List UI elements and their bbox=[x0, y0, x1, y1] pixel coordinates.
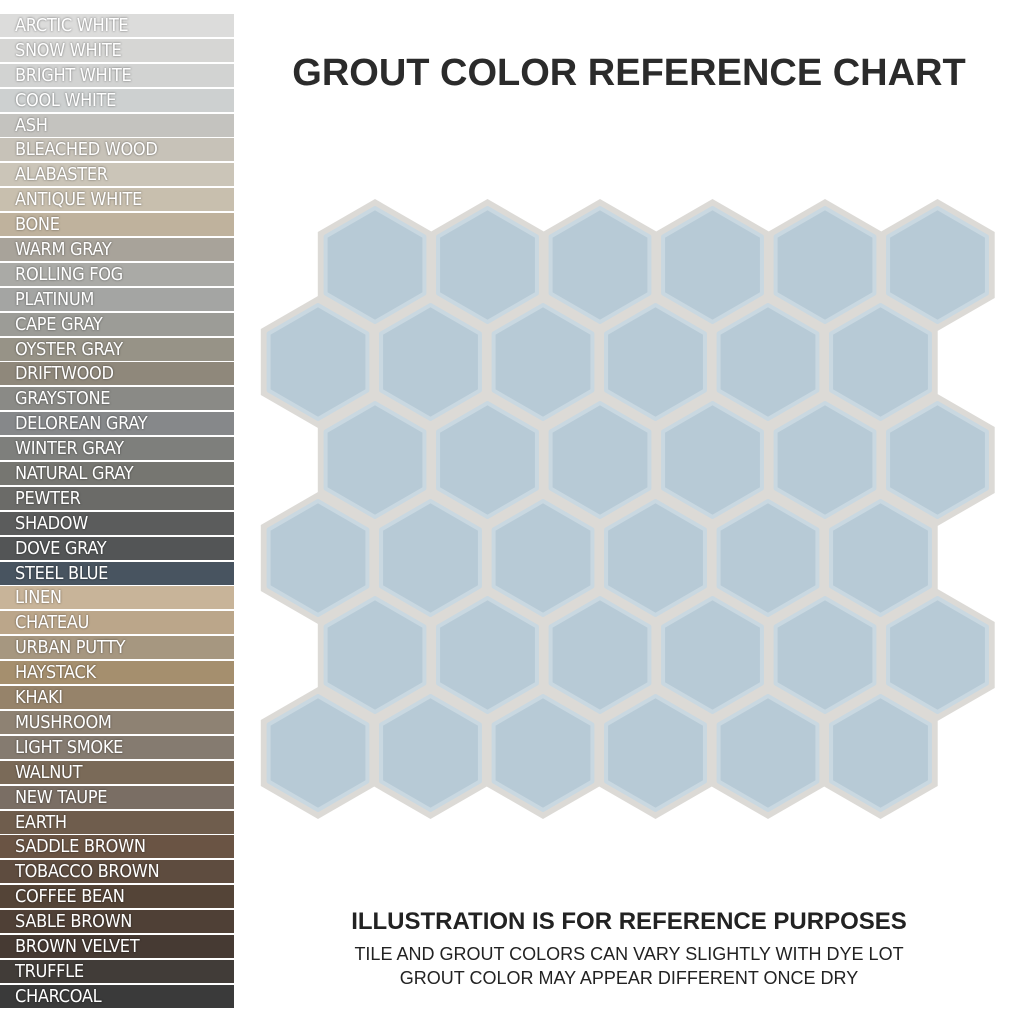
tile bbox=[661, 401, 764, 519]
tile bbox=[379, 499, 482, 617]
grout-swatch: SABLE BROWN bbox=[0, 910, 234, 934]
tile bbox=[661, 206, 764, 324]
grout-swatch: OYSTER GRAY bbox=[0, 337, 234, 361]
tile bbox=[773, 596, 877, 714]
grout-swatch: CAPE GRAY bbox=[0, 312, 234, 336]
grout-swatch: ROLLING FOG bbox=[0, 262, 234, 286]
grout-swatch: ANTIQUE WHITE bbox=[0, 188, 234, 212]
tile bbox=[604, 303, 707, 421]
grout-swatch: NEW TAUPE bbox=[0, 785, 234, 809]
footer-line: GROUT COLOR MAY APPEAR DIFFERENT ONCE DR… bbox=[399, 968, 859, 988]
tile bbox=[379, 303, 482, 421]
grout-swatch: LIGHT SMOKE bbox=[0, 735, 234, 759]
grout-swatch: CHARCOAL bbox=[0, 984, 234, 1008]
grout-swatch: GRAYSTONE bbox=[0, 387, 234, 411]
tile bbox=[491, 499, 595, 617]
grout-swatch: ASH bbox=[0, 113, 234, 137]
tile bbox=[716, 694, 820, 812]
grout-swatch: CHATEAU bbox=[0, 611, 234, 635]
tile bbox=[716, 303, 820, 421]
grout-swatch: COOL WHITE bbox=[0, 88, 234, 112]
grout-swatch: SHADOW bbox=[0, 511, 234, 535]
tile bbox=[323, 596, 427, 714]
tile bbox=[323, 206, 427, 324]
tile bbox=[379, 694, 482, 812]
grout-swatch: NATURAL GRAY bbox=[0, 462, 234, 486]
grout-swatch: KHAKI bbox=[0, 686, 234, 710]
tile bbox=[829, 499, 932, 617]
grout-swatch: WARM GRAY bbox=[0, 238, 234, 262]
grout-swatch: BRIGHT WHITE bbox=[0, 63, 234, 87]
grout-swatch: WALNUT bbox=[0, 760, 234, 784]
tile bbox=[266, 499, 370, 617]
tile bbox=[548, 206, 652, 324]
tile bbox=[323, 401, 427, 519]
grout-swatch: PEWTER bbox=[0, 486, 234, 510]
tile bbox=[548, 401, 652, 519]
tile bbox=[886, 596, 989, 714]
tile bbox=[491, 694, 595, 812]
grout-swatch: BONE bbox=[0, 213, 234, 237]
tile bbox=[266, 694, 370, 812]
grout-swatch: PLATINUM bbox=[0, 287, 234, 311]
grout-swatch: STEEL BLUE bbox=[0, 561, 234, 585]
grout-swatch: ARCTIC WHITE bbox=[0, 14, 234, 37]
grout-swatch: LINEN bbox=[0, 586, 234, 610]
tile bbox=[548, 596, 652, 714]
grout-swatch: BROWN VELVET bbox=[0, 934, 234, 958]
grout-swatch: WINTER GRAY bbox=[0, 437, 234, 461]
tile bbox=[886, 401, 989, 519]
grout-swatch: DELOREAN GRAY bbox=[0, 412, 234, 436]
footer: ILLUSTRATION IS FOR REFERENCE PURPOSES T… bbox=[234, 908, 1024, 990]
footer-heading: ILLUSTRATION IS FOR REFERENCE PURPOSES bbox=[351, 908, 907, 935]
grout-swatch: COFFEE BEAN bbox=[0, 885, 234, 909]
tile bbox=[661, 596, 764, 714]
grout-swatch: TOBACCO BROWN bbox=[0, 860, 234, 884]
tile bbox=[716, 499, 820, 617]
tile bbox=[773, 401, 877, 519]
grout-swatch: URBAN PUTTY bbox=[0, 636, 234, 660]
grout-swatch: SNOW WHITE bbox=[0, 38, 234, 62]
grout-swatch: ALABASTER bbox=[0, 163, 234, 187]
footer-line: TILE AND GROUT COLORS CAN VARY SLIGHTLY … bbox=[354, 944, 904, 964]
tile bbox=[886, 206, 989, 324]
title: GROUT COLOR REFERENCE CHART bbox=[292, 52, 966, 94]
tile bbox=[436, 206, 539, 324]
tile bbox=[829, 694, 932, 812]
grout-swatch: DOVE GRAY bbox=[0, 536, 234, 560]
grout-swatch: HAYSTACK bbox=[0, 661, 234, 685]
grout-swatch: EARTH bbox=[0, 810, 234, 834]
grout-swatch: MUSHROOM bbox=[0, 710, 234, 734]
tile bbox=[491, 303, 595, 421]
tile bbox=[436, 401, 539, 519]
tile bbox=[436, 596, 539, 714]
grout-swatch: TRUFFLE bbox=[0, 959, 234, 983]
grout-swatch: BLEACHED WOOD bbox=[0, 138, 234, 162]
tile bbox=[266, 303, 370, 421]
swatch-list: ARCTIC WHITE SNOW WHITE BRIGHT WHITE COOL W… bbox=[0, 14, 234, 1010]
tile bbox=[604, 499, 707, 617]
tile bbox=[773, 206, 877, 324]
grout-swatch: DRIFTWOOD bbox=[0, 362, 234, 386]
tile bbox=[604, 694, 707, 812]
tile bbox=[829, 303, 932, 421]
grout-swatch: SADDLE BROWN bbox=[0, 835, 234, 859]
